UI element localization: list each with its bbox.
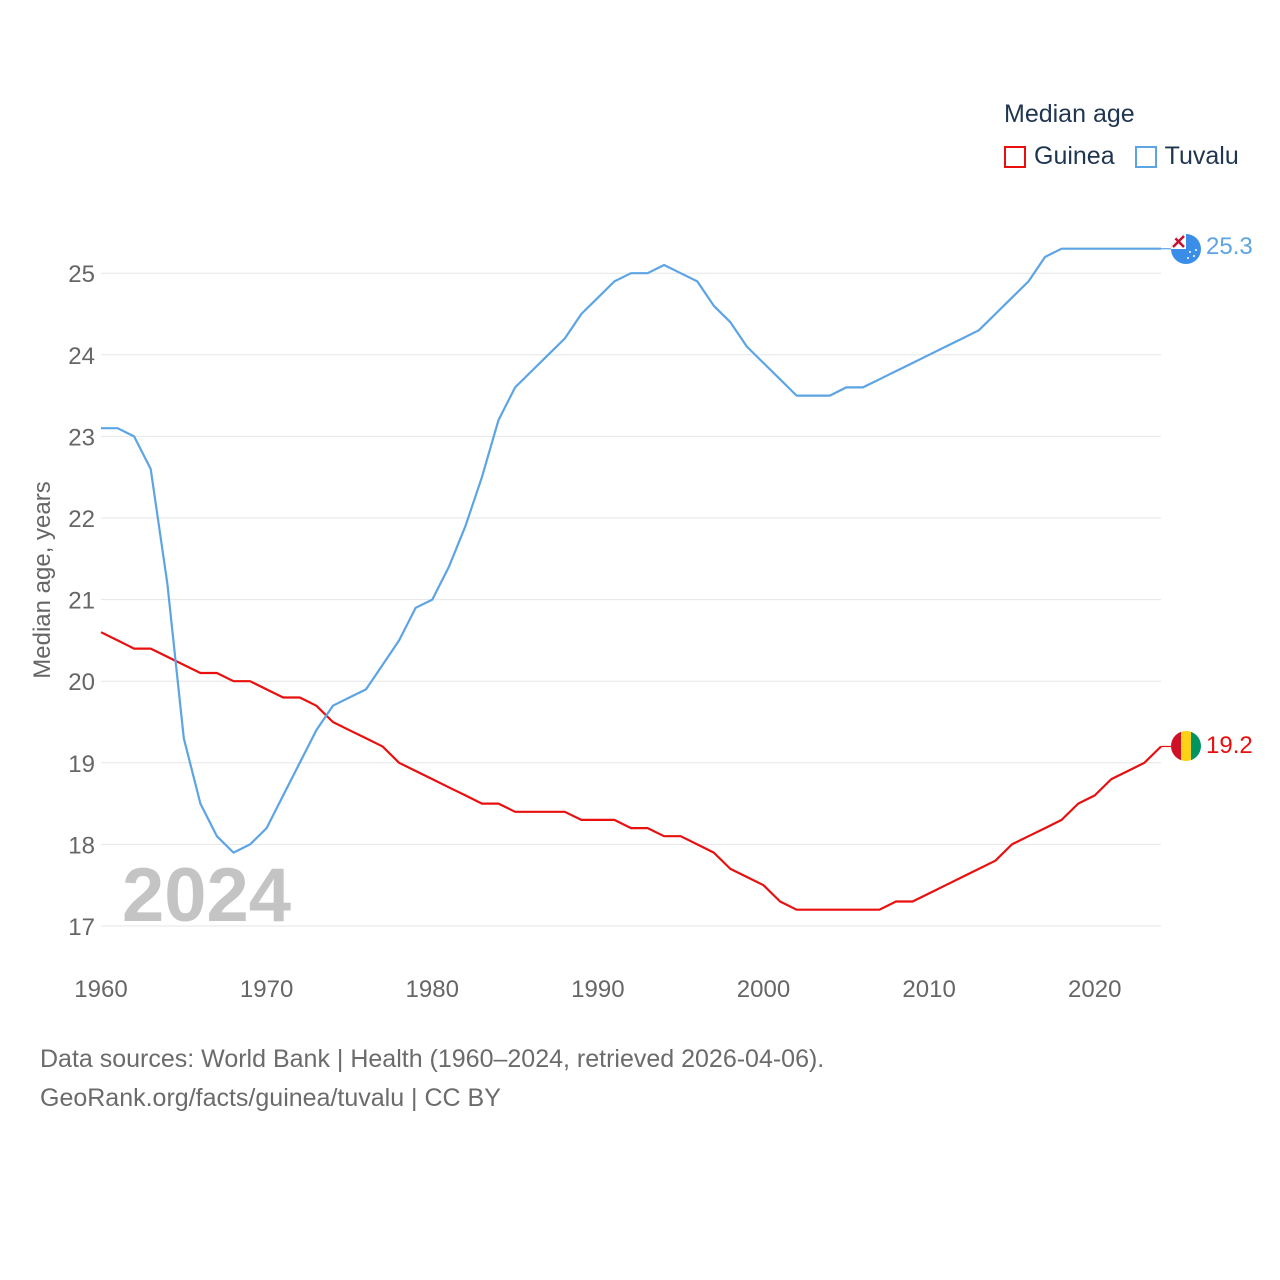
- legend-label-tuvalu: Tuvalu: [1164, 142, 1239, 170]
- end-markers: 19.2 25.3: [1171, 233, 1253, 761]
- legend-title: Median age: [1004, 100, 1135, 128]
- series-layer: [100, 247, 1171, 911]
- x-tick-label: 1960: [74, 976, 127, 1003]
- series-line-tuvalu: [101, 247, 1161, 854]
- legend-item-tuvalu[interactable]: Tuvalu: [1134, 142, 1239, 171]
- y-tick-label: 25: [68, 261, 95, 288]
- y-tick-label: 20: [68, 669, 95, 696]
- y-tick-label: 17: [68, 914, 95, 941]
- year-watermark: 2024: [122, 853, 291, 938]
- y-axis-label: Median age, years: [29, 481, 56, 678]
- x-tick-label: 1970: [240, 976, 293, 1003]
- grid: [101, 272, 1161, 927]
- x-tick-label: 2000: [737, 976, 790, 1003]
- line-chart: 17 18 19 20 21 22 23 24 25 1960 1970 1980 1990 2000 20…: [29, 233, 1253, 1003]
- axes: 17 18 19 20 21 22 23 24 25 1960 1970 1980 1990 2000 20…: [68, 261, 1121, 1003]
- series-line-guinea: [100, 631, 1162, 911]
- y-tick-label: 24: [68, 343, 95, 370]
- footer-sources: Data sources: World Bank | Health (1960–…: [40, 1045, 825, 1073]
- legend-label-guinea: Guinea: [1034, 142, 1115, 170]
- guinea-flag-icon: [1171, 731, 1201, 761]
- tuvalu-end-value: 25.3: [1206, 233, 1253, 260]
- legend-item-guinea[interactable]: Guinea: [1004, 142, 1115, 171]
- guinea-end-value: 19.2: [1206, 732, 1253, 759]
- y-tick-label: 23: [68, 424, 95, 451]
- x-tick-label: 2010: [902, 976, 955, 1003]
- legend-swatch-guinea: [1004, 145, 1026, 168]
- x-tick-label: 2020: [1068, 976, 1121, 1003]
- tuvalu-flag-icon: [1171, 234, 1201, 264]
- legend-swatch-tuvalu: [1134, 145, 1157, 168]
- x-tick-label: 1990: [571, 976, 624, 1003]
- y-tick-label: 21: [68, 588, 95, 615]
- x-tick-label: 1980: [406, 976, 459, 1003]
- legend: Guinea Tuvalu: [1004, 142, 1259, 171]
- y-tick-label: 18: [68, 832, 95, 859]
- y-tick-label: 19: [68, 751, 95, 778]
- footer-attribution: GeoRank.org/facts/guinea/tuvalu | CC BY: [40, 1084, 501, 1112]
- y-tick-label: 22: [68, 506, 95, 533]
